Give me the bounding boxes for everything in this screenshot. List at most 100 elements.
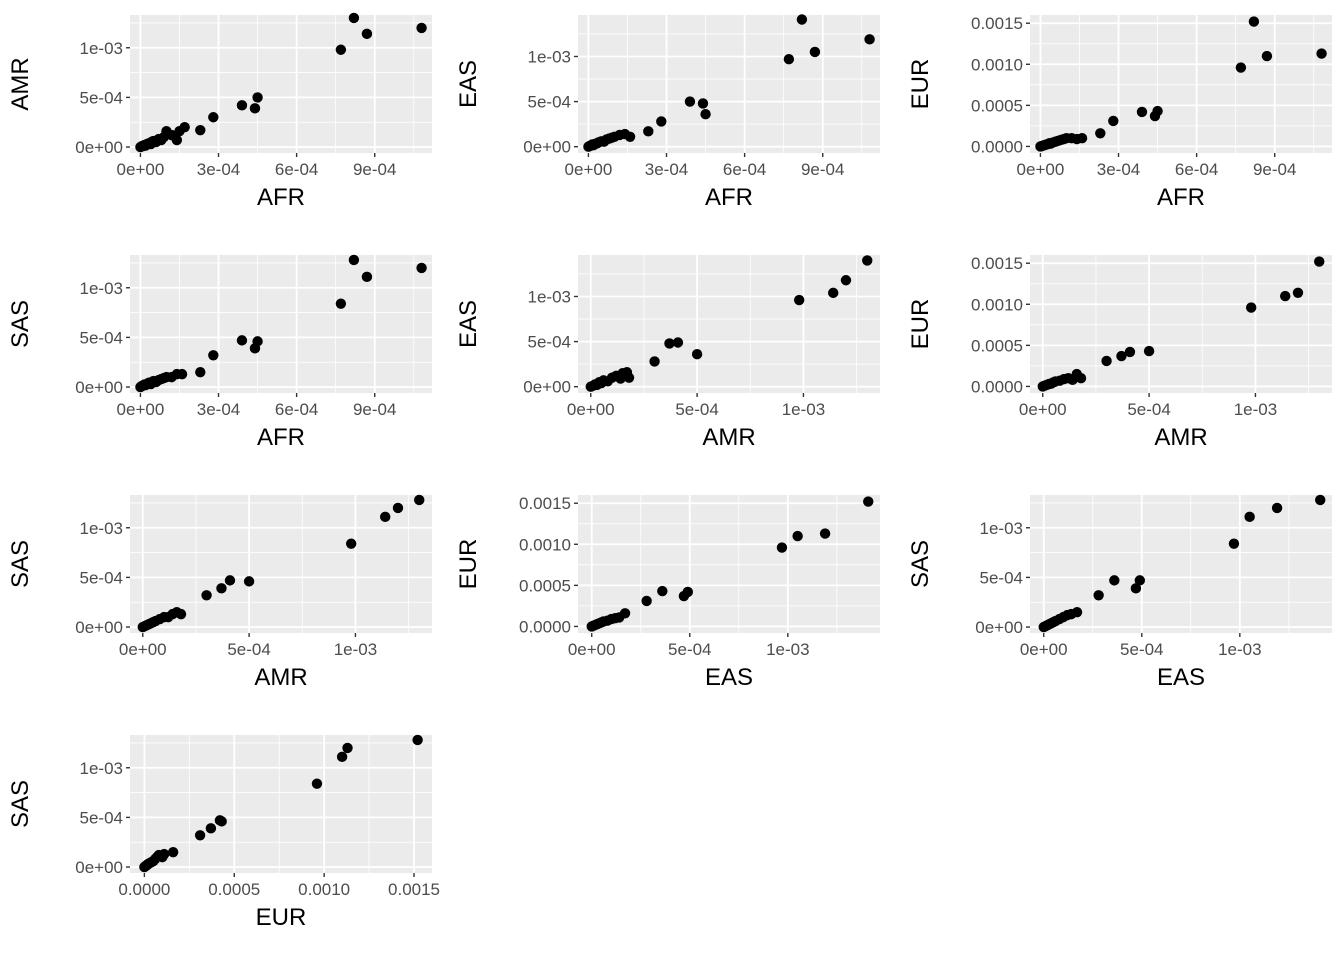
panel-background [130, 735, 432, 873]
y-tick-label: 0.0005 [971, 96, 1023, 115]
scatter-panel-2: 0e+00 3e-04 6e-04 9e-04 0e+00 5e-04 1e-03 AFR EA… [455, 14, 880, 211]
data-point [1228, 538, 1240, 549]
scatter-panel-7: 0e+00 5e-04 1e-03 0e+00 5e-04 1e-03 AMR SAS [7, 494, 432, 691]
panel-background [1030, 255, 1332, 393]
y-tick-label: 0.0000 [971, 137, 1023, 156]
data-point [416, 262, 427, 274]
y-tick-label: 0e+00 [523, 378, 571, 397]
x-tick-label: 0.0000 [118, 880, 170, 899]
data-point [1244, 511, 1255, 523]
data-point [335, 298, 347, 309]
data-point [392, 502, 404, 514]
x-tick-label: 5e-04 [227, 640, 270, 659]
x-tick-label: 6e-04 [275, 400, 318, 419]
data-point [664, 338, 675, 349]
y-axis-title: SAS [7, 540, 34, 588]
data-point [1235, 62, 1247, 73]
data-point [412, 734, 423, 746]
data-point [792, 530, 803, 542]
x-tick-label: 5e-04 [1127, 400, 1170, 419]
data-point [1124, 346, 1136, 358]
data-point [863, 496, 874, 507]
data-point [1143, 345, 1155, 357]
x-tick-label: 3e-04 [197, 160, 240, 179]
y-axis-title: EAS [455, 60, 482, 108]
x-tick-label: 0e+00 [119, 640, 167, 659]
x-axis-title: EAS [705, 664, 753, 691]
y-tick-label: 5e-04 [80, 328, 123, 347]
y-tick-label: 1e-03 [80, 519, 123, 538]
data-point [1136, 106, 1148, 118]
y-tick-label: 5e-04 [528, 93, 571, 112]
y-axis-title: SAS [7, 780, 34, 828]
x-tick-label: 9e-04 [353, 160, 396, 179]
y-tick-label: 5e-04 [80, 808, 123, 827]
scatter-panel-1: 0e+00 3e-04 6e-04 9e-04 0e+00 5e-04 1e-03 AFR AM… [7, 12, 432, 211]
x-axis-title: AFR [705, 184, 753, 211]
data-point [167, 846, 179, 858]
x-tick-label: 0e+00 [117, 160, 165, 179]
scatter-panel-10: 0.0000 0.0005 0.0010 0.0015 0e+00 5e-04 1e-03 E… [7, 734, 440, 931]
data-point [311, 778, 323, 789]
data-point [252, 92, 263, 103]
data-point [336, 751, 348, 763]
y-tick-label: 0.0000 [519, 617, 571, 636]
x-axis-title: AFR [257, 424, 305, 451]
y-tick-label: 0.0000 [971, 377, 1023, 396]
data-point [345, 538, 357, 549]
x-tick-label: 1e-03 [766, 640, 809, 659]
x-tick-label: 9e-04 [801, 160, 844, 179]
data-point [1314, 256, 1325, 267]
data-point [1316, 48, 1327, 59]
data-point [348, 12, 360, 24]
data-point [624, 131, 636, 142]
data-point [361, 271, 373, 283]
y-tick-label: 1e-03 [980, 519, 1023, 538]
data-point [619, 608, 631, 619]
data-point [1093, 590, 1104, 601]
y-tick-label: 0e+00 [523, 138, 571, 157]
y-tick-label: 0.0010 [971, 295, 1023, 314]
y-tick-label: 0.0015 [519, 494, 571, 513]
scatter-panel-3: 0e+00 3e-04 6e-04 9e-04 0.0000 0.0005 0.0010 0.… [907, 14, 1332, 211]
data-point [208, 350, 219, 361]
y-tick-label: 1e-03 [80, 759, 123, 778]
data-point [840, 275, 852, 286]
x-tick-label: 1e-03 [334, 640, 377, 659]
x-tick-label: 1e-03 [782, 400, 825, 419]
data-point [416, 22, 427, 34]
y-tick-label: 1e-03 [528, 47, 571, 66]
data-point [1095, 128, 1106, 139]
y-axis-title: EUR [907, 299, 934, 350]
data-point [672, 337, 684, 348]
x-tick-label: 0e+00 [1019, 400, 1067, 419]
x-tick-label: 5e-04 [675, 400, 718, 419]
data-point [342, 742, 353, 754]
data-point [783, 53, 795, 65]
x-tick-label: 0e+00 [567, 400, 615, 419]
x-axis-title: AFR [257, 184, 305, 211]
x-tick-label: 6e-04 [275, 160, 318, 179]
x-tick-label: 6e-04 [1175, 160, 1218, 179]
data-point [1108, 115, 1119, 127]
y-tick-label: 5e-04 [528, 333, 571, 352]
x-tick-label: 0e+00 [1017, 160, 1065, 179]
data-point [862, 255, 873, 266]
data-point [249, 103, 261, 114]
data-point [1109, 575, 1120, 586]
data-point [1248, 16, 1260, 27]
data-point [657, 585, 668, 597]
x-tick-label: 3e-04 [197, 400, 240, 419]
y-axis-title: SAS [907, 540, 934, 588]
x-axis-title: EUR [256, 904, 307, 931]
data-point [224, 575, 236, 586]
data-point [171, 134, 183, 146]
y-tick-label: 1e-03 [80, 39, 123, 58]
data-point [684, 96, 696, 107]
data-point [796, 14, 808, 25]
data-point [700, 109, 711, 120]
data-point [380, 511, 391, 523]
data-point [1134, 575, 1146, 586]
data-point [348, 254, 360, 266]
